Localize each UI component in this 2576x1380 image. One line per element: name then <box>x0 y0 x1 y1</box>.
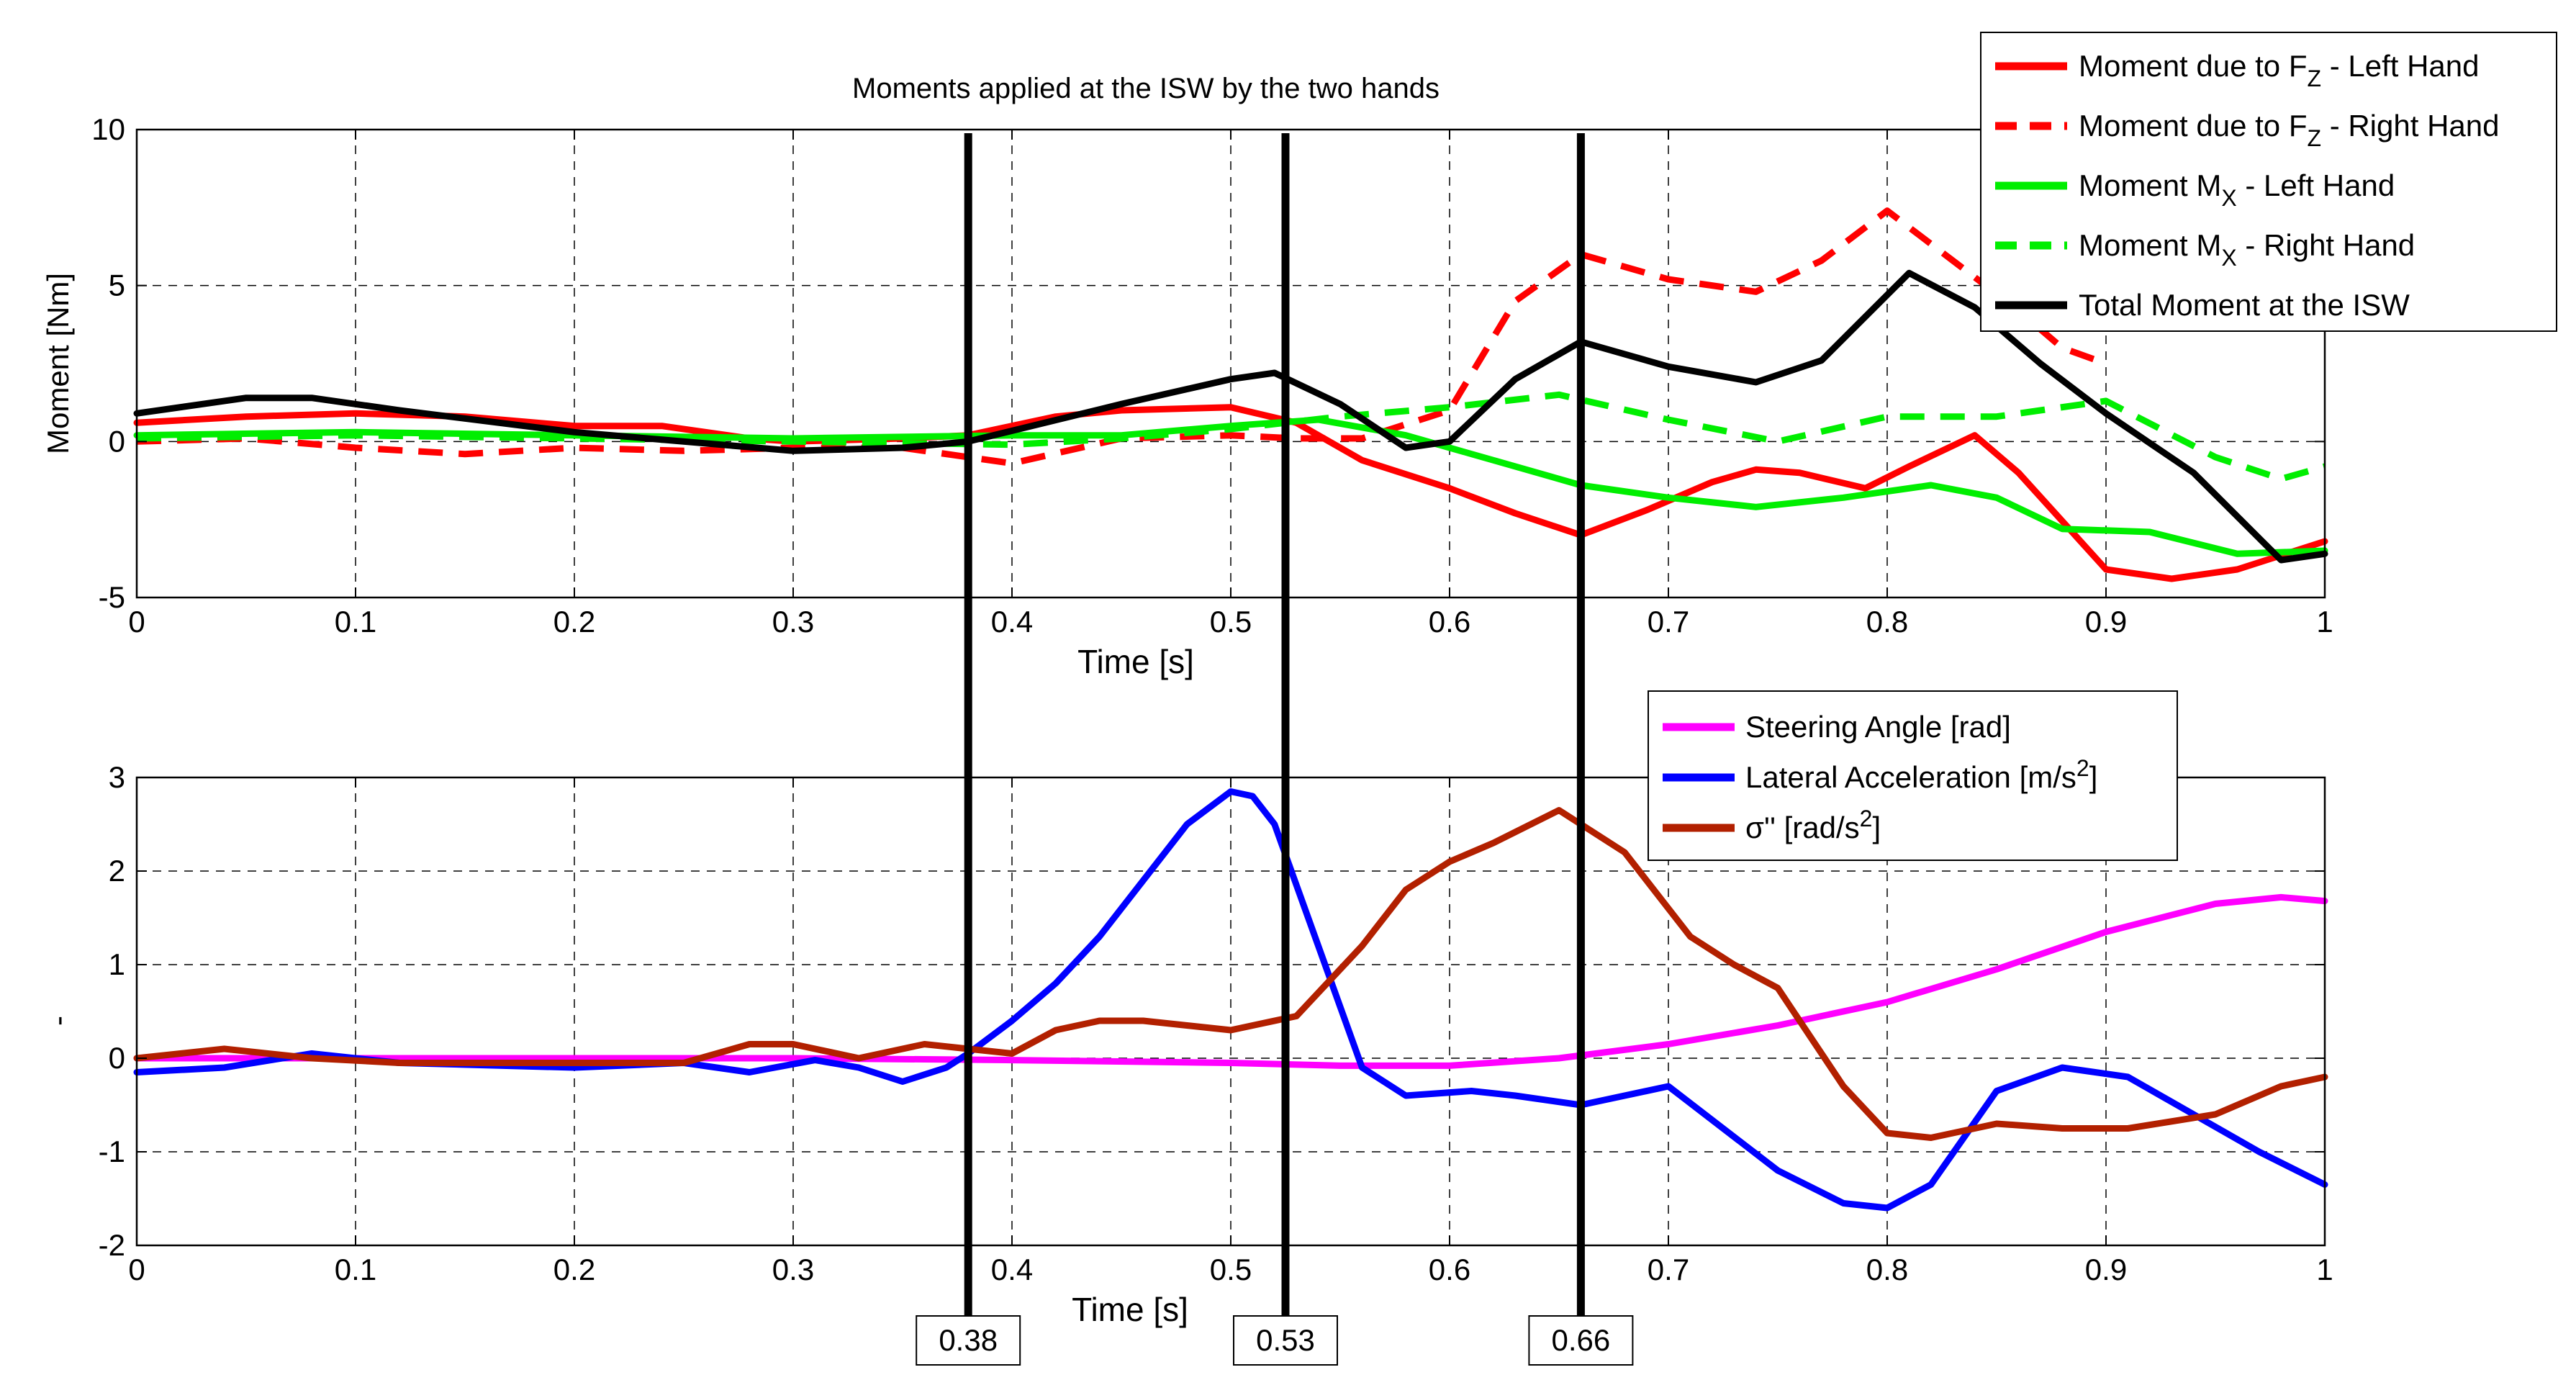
bottom-x-tick-label: 0.5 <box>1210 1253 1252 1286</box>
bottom-x-tick-label: 0.6 <box>1429 1253 1470 1286</box>
bottom-x-axis-label: Time [s] <box>1072 1291 1188 1328</box>
top-legend-label-1: Moment due to FZ - Right Hand <box>2079 109 2499 151</box>
top-x-tick-label: 0.5 <box>1210 605 1252 639</box>
top-x-tick-label: 0.2 <box>553 605 595 639</box>
bottom-x-tick-label: 1 <box>2316 1253 2333 1286</box>
top-series-line-0 <box>133 404 2328 582</box>
bottom-y-tick-label: 1 <box>109 947 125 981</box>
top-x-tick-label: 1 <box>2316 605 2333 639</box>
time-markers: 0.38 0.53 0.66 <box>916 133 1634 1366</box>
bottom-x-tick-label: 0.7 <box>1648 1253 1689 1286</box>
top-series-line-2 <box>133 416 2328 557</box>
bottom-y-tick-label: -2 <box>99 1228 125 1262</box>
top-x-tick-label: 0.6 <box>1429 605 1470 639</box>
bottom-x-tick-label: 0 <box>128 1253 145 1286</box>
top-legend-label-2: Moment MX - Left Hand <box>2079 168 2395 211</box>
bottom-x-tick-label: 0.4 <box>991 1253 1033 1286</box>
bottom-legend-label-0: Steering Angle [rad] <box>1745 710 2011 744</box>
marker-label-1: 0.53 <box>1256 1323 1315 1357</box>
top-legend-label-4: Total Moment at the ISW <box>2079 288 2410 322</box>
bottom-x-tick-label: 0.9 <box>2085 1253 2127 1286</box>
bottom-y-axis-label: - <box>41 1016 75 1026</box>
top-y-axis-label: Moment [Nm] <box>41 273 75 454</box>
top-series-line-3 <box>136 391 2326 482</box>
bottom-y-tick-label: 3 <box>109 760 125 794</box>
bottom-y-tick-label: 2 <box>109 854 125 888</box>
top-series <box>133 207 2328 582</box>
top-legend-label-3: Moment MX - Right Hand <box>2079 228 2415 271</box>
top-x-tick-label: 0.9 <box>2085 605 2127 639</box>
top-series-line-4 <box>133 269 2328 564</box>
marker-label-2: 0.66 <box>1552 1323 1611 1357</box>
top-x-axis-label: Time [s] <box>1077 643 1194 680</box>
bottom-series-line-1 <box>133 788 2328 1212</box>
top-x-tick-label: 0.7 <box>1648 605 1689 639</box>
bottom-series-line-2 <box>133 807 2328 1141</box>
bottom-ticks: 0 0.1 0.2 0.3 0.4 0.5 0.6 0.7 0.8 0.9 1 -2 -1 0 1 2 3 <box>99 760 2333 1286</box>
top-x-tick-label: 0.4 <box>991 605 1033 639</box>
bottom-y-tick-label: -1 <box>99 1135 125 1168</box>
bottom-legend-box <box>1648 690 2178 861</box>
top-x-tick-label: 0.8 <box>1866 605 1908 639</box>
bottom-x-tick-label: 0.1 <box>335 1253 376 1286</box>
top-y-tick-label: -5 <box>99 580 125 614</box>
top-plot-area <box>137 130 2325 597</box>
bottom-y-tick-label: 0 <box>109 1041 125 1075</box>
marker-box-0 <box>916 1315 1021 1366</box>
bottom-series-line-0 <box>133 893 2328 1069</box>
top-legend-box <box>1980 32 2557 332</box>
bottom-x-tick-label: 0.3 <box>772 1253 814 1286</box>
marker-box-2 <box>1528 1315 1634 1366</box>
bottom-legend: Steering Angle [rad] Lateral Acceleration… <box>1648 690 2178 861</box>
top-x-tick-label: 0 <box>128 605 145 639</box>
top-x-tick-label: 0.3 <box>772 605 814 639</box>
bottom-series <box>133 788 2328 1212</box>
top-legend: Moment due to FZ - Left Hand Moment due t… <box>1980 32 2557 332</box>
top-y-tick-label: 5 <box>109 269 125 302</box>
top-legend-label-0: Moment due to FZ - Left Hand <box>2079 49 2480 91</box>
marker-label-0: 0.38 <box>939 1323 998 1357</box>
top-chart-title: Moments applied at the ISW by the two ha… <box>852 73 1440 104</box>
top-y-tick-label: 10 <box>91 112 125 146</box>
top-x-tick-label: 0.1 <box>335 605 376 639</box>
bottom-x-tick-label: 0.2 <box>553 1253 595 1286</box>
top-series-line-1 <box>136 207 2107 467</box>
bottom-x-tick-label: 0.8 <box>1866 1253 1908 1286</box>
marker-box-1 <box>1233 1315 1338 1366</box>
bottom-legend-label-2: σ'' [rad/s2] <box>1745 806 1881 844</box>
top-y-tick-label: 0 <box>109 424 125 458</box>
bottom-legend-label-1: Lateral Acceleration [m/s2] <box>1745 755 2097 794</box>
